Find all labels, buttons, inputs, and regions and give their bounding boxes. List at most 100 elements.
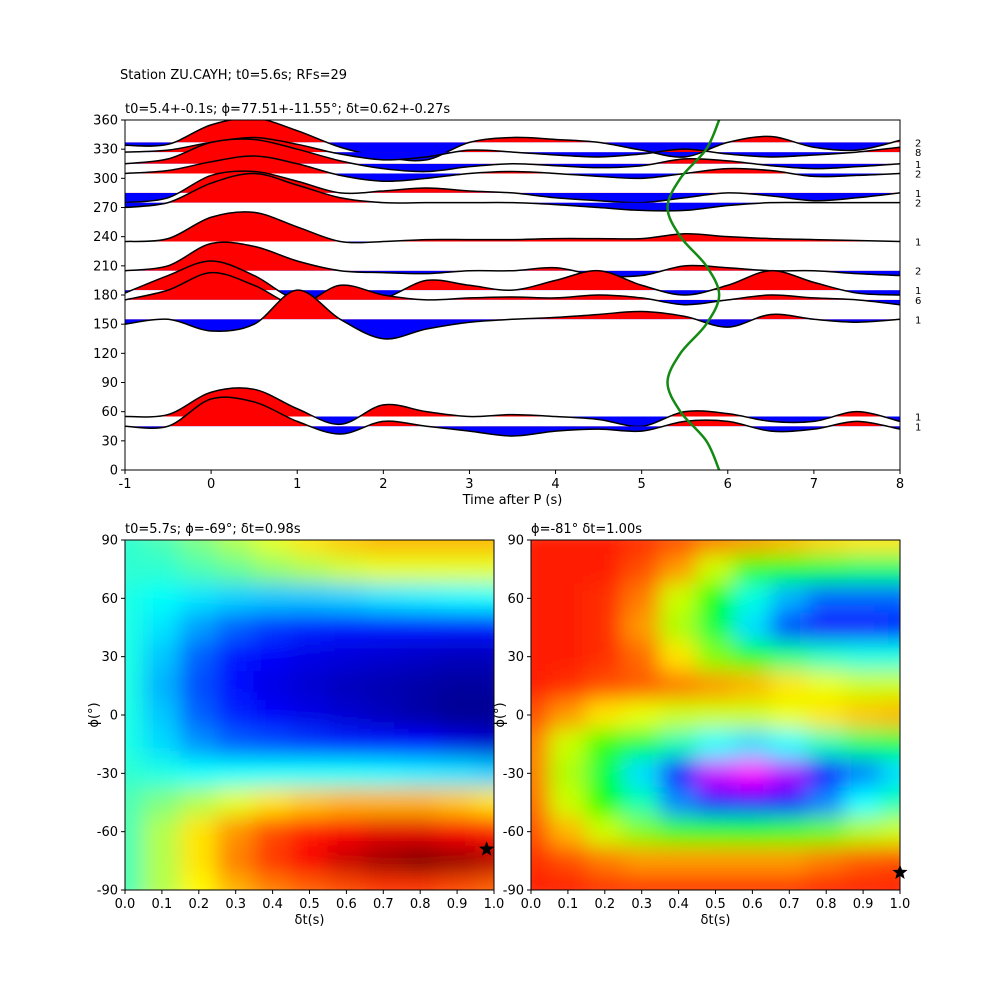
heatmap-cell	[807, 670, 846, 701]
heatmap-cell	[475, 816, 494, 847]
heatmap-cell	[364, 874, 403, 890]
heatmap-cell	[475, 612, 494, 643]
heatmap-cell	[585, 641, 624, 672]
positive-fill	[125, 155, 900, 174]
heatmap-cell	[733, 845, 772, 876]
heatmap-cell	[881, 758, 900, 789]
heatmap-cell	[733, 554, 772, 585]
x-tick-label: 2	[379, 477, 387, 492]
heatmap-cell	[216, 670, 255, 701]
heatmap-cell	[585, 670, 624, 701]
heatmap-cell	[438, 758, 477, 789]
heatmap-cell	[364, 787, 403, 818]
heatmap-cell	[401, 554, 440, 585]
heatmap-cell	[253, 641, 292, 672]
heatmap-cell	[548, 758, 587, 789]
heatmap-cell	[364, 729, 403, 760]
trace-count: 1	[915, 422, 921, 433]
heatmap-cell	[531, 583, 550, 614]
x-tick-label: 0.9	[853, 897, 874, 912]
heatmap-cell	[696, 816, 735, 847]
heatmap-cell	[438, 874, 477, 890]
heatmap-cell	[179, 787, 218, 818]
heatmap-cell	[807, 612, 846, 643]
heatmap-cell	[881, 845, 900, 876]
heatmap-cell	[622, 612, 661, 643]
heatmap-cell	[327, 583, 366, 614]
heatmap-cell	[290, 845, 329, 876]
heatmap-cell	[327, 758, 366, 789]
x-tick-label: 0.2	[188, 897, 209, 912]
heatmap-cell	[401, 816, 440, 847]
heatmap-cell	[696, 554, 735, 585]
axes-title: t0=5.7s; ϕ=-69°; δt=0.98s	[125, 522, 301, 537]
heatmap-cell	[622, 540, 661, 556]
heatmap-cell	[327, 612, 366, 643]
figure-title: Station ZU.CAYH; t0=5.6s; RFs=29	[120, 68, 347, 83]
heatmap-cell	[290, 758, 329, 789]
heatmap-cells	[125, 540, 494, 890]
x-axis-label: δt(s)	[701, 913, 731, 928]
trace-count: 2	[915, 267, 921, 278]
x-tick-label: 0.7	[779, 897, 800, 912]
heatmap-cell	[438, 816, 477, 847]
x-tick-label: 0.4	[668, 897, 689, 912]
y-tick-label: 60	[507, 592, 524, 607]
plot-area	[125, 120, 900, 470]
heatmap-cell	[844, 699, 883, 731]
heatmap-cell	[733, 583, 772, 614]
heatmap-cell	[844, 874, 883, 890]
y-tick-label: -60	[503, 825, 524, 840]
heatmap-cell	[548, 554, 587, 585]
heatmap-cell	[125, 787, 144, 818]
heatmap-cell	[548, 816, 587, 847]
heatmap-cell	[142, 729, 181, 760]
x-tick-label: 0.6	[742, 897, 763, 912]
heatmap-cell	[125, 583, 144, 614]
trace	[125, 387, 900, 428]
heatmap-cell	[216, 554, 255, 585]
heatmap-cell	[290, 729, 329, 760]
heatmap-cell	[216, 874, 255, 890]
heatmap-cell	[216, 583, 255, 614]
y-tick-label: 330	[93, 143, 118, 158]
heatmap-cell	[364, 583, 403, 614]
heatmap-cell	[253, 874, 292, 890]
heatmap-cell	[881, 729, 900, 760]
heatmap-cell	[622, 729, 661, 760]
heatmap-cells	[531, 540, 900, 890]
heatmap-cell	[125, 758, 144, 789]
y-tick-label: 270	[93, 201, 118, 216]
heatmap-cell	[253, 612, 292, 643]
heatmap-cell	[548, 641, 587, 672]
y-tick-label: 30	[507, 650, 524, 665]
heatmap	[125, 540, 494, 890]
heatmap-cell	[881, 641, 900, 672]
x-tick-label: 6	[724, 477, 732, 492]
heatmap-cell	[531, 845, 550, 876]
heatmap-cell	[125, 729, 144, 760]
heatmap-cell	[125, 670, 144, 701]
trace-count: 1	[915, 238, 921, 249]
heatmap-cell	[290, 670, 329, 701]
heatmap-cell	[844, 670, 883, 701]
heatmap-cell	[659, 699, 698, 731]
heatmap-cell	[696, 758, 735, 789]
heatmap-cell	[696, 787, 735, 818]
x-tick-label: 7	[810, 477, 818, 492]
heatmap-cell	[548, 699, 587, 731]
heatmap-cell	[531, 641, 550, 672]
heatmap-cell	[216, 641, 255, 672]
y-tick-label: -60	[97, 825, 118, 840]
x-tick-label: 0.5	[299, 897, 320, 912]
heatmap-cell	[622, 758, 661, 789]
heatmap-cell	[548, 583, 587, 614]
heatmap-cell	[401, 540, 440, 556]
heatmap-cell	[844, 612, 883, 643]
trace-count: 1	[915, 189, 921, 200]
negative-fill	[125, 192, 900, 203]
heatmap-cell	[696, 670, 735, 701]
heatmap-cell	[531, 758, 550, 789]
heatmap-cell	[807, 583, 846, 614]
heatmap-cell	[881, 699, 900, 731]
